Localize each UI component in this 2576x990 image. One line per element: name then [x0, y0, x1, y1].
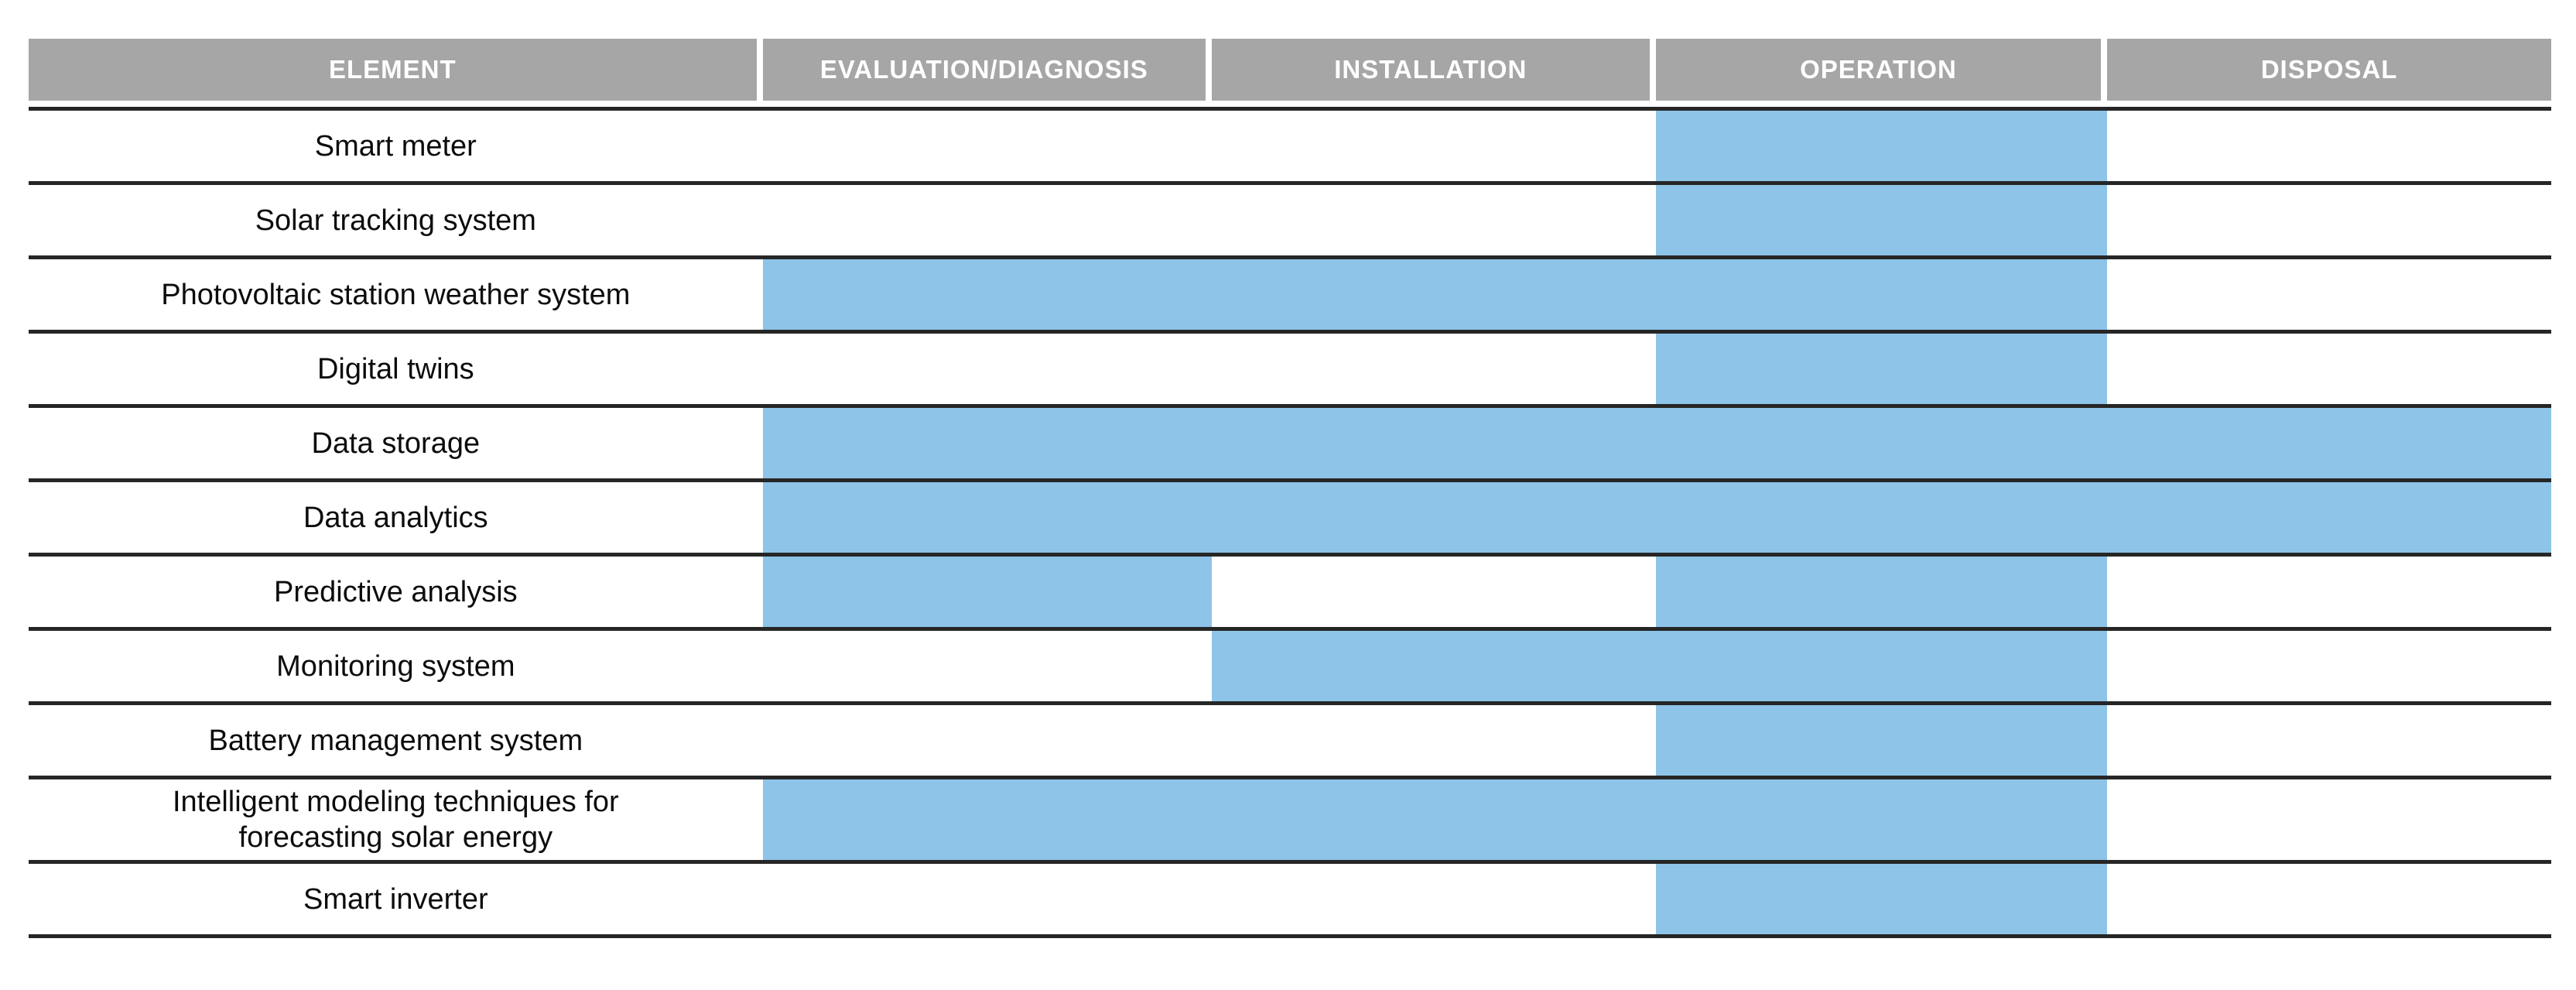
row-label: Digital twins	[316, 352, 474, 385]
active-phase-fill	[1655, 864, 2108, 934]
table-row: Solar tracking system	[29, 181, 2551, 255]
row-label: Monitoring system	[276, 649, 515, 683]
table-row: Photovoltaic station weather system	[29, 255, 2551, 330]
column-header-disposal: DISPOSAL	[2107, 39, 2551, 101]
column-header-installation: INSTALLATION	[1211, 39, 1656, 101]
table-row: Smart meter	[29, 107, 2551, 181]
active-phase-fill	[1211, 631, 2108, 701]
table-row: Digital twins	[29, 330, 2551, 404]
table-header: ELEMENT EVALUATION/DIAGNOSIS INSTALLATIO…	[29, 39, 2551, 101]
table-row: Monitoring system	[29, 627, 2551, 701]
lifecycle-table: ELEMENT EVALUATION/DIAGNOSIS INSTALLATIO…	[29, 39, 2551, 938]
row-label: Battery management system	[208, 724, 583, 757]
table-row: Data analytics	[29, 478, 2551, 553]
table-row: Battery management system	[29, 701, 2551, 776]
row-label: Solar tracking system	[255, 204, 536, 237]
row-label: Smart inverter	[303, 882, 488, 916]
active-phase-fill	[762, 408, 2551, 478]
column-header-element: ELEMENT	[29, 39, 763, 101]
active-phase-fill	[762, 557, 1212, 627]
active-phase-fill	[1655, 705, 2108, 776]
table-body: Smart meter Solar tracking system Photov…	[29, 107, 2551, 938]
active-phase-fill	[762, 482, 2551, 553]
table-row: Intelligent modeling techniques for fore…	[29, 776, 2551, 860]
active-phase-fill	[762, 779, 2108, 860]
column-header-operation: OPERATION	[1655, 39, 2108, 101]
active-phase-fill	[1655, 111, 2108, 181]
active-phase-fill	[1655, 185, 2108, 255]
active-phase-fill	[762, 259, 2108, 330]
table-row: Smart inverter	[29, 860, 2551, 934]
row-label: Smart meter	[314, 129, 477, 163]
row-label: Intelligent modeling techniques for fore…	[172, 786, 619, 854]
row-label: Predictive analysis	[273, 575, 518, 608]
row-label: Photovoltaic station weather system	[161, 278, 631, 311]
active-phase-fill	[1655, 557, 2108, 627]
column-header-evaluation-diagnosis: EVALUATION/DIAGNOSIS	[762, 39, 1212, 101]
table-row: Data storage	[29, 404, 2551, 478]
table-row: Predictive analysis	[29, 553, 2551, 627]
row-label: Data storage	[311, 426, 481, 460]
active-phase-fill	[1655, 334, 2108, 404]
row-label: Data analytics	[303, 501, 488, 534]
